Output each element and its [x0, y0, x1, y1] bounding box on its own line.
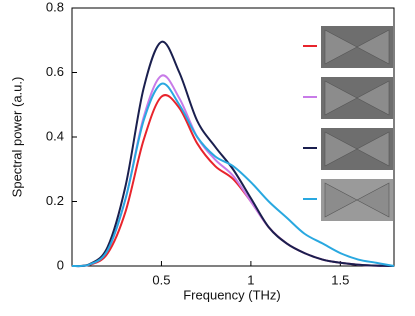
antenna-shape — [324, 131, 390, 167]
x-tick-label: 0.5 — [152, 272, 170, 287]
y-tick-label: 0.8 — [46, 0, 64, 14]
x-tick-label: 1.5 — [331, 272, 349, 287]
antenna-shape — [324, 182, 390, 218]
y-tick-label: 0.2 — [46, 193, 64, 208]
y-tick-label: 0.6 — [46, 64, 64, 79]
antenna-shape — [324, 29, 390, 65]
x-axis-label: Frequency (THz) — [183, 287, 281, 302]
antenna-shape — [324, 80, 390, 116]
y-tick-label: 0.4 — [46, 128, 64, 143]
y-tick-label: 0 — [57, 257, 64, 272]
x-tick-label: 1 — [247, 272, 254, 287]
series-line — [71, 40, 395, 268]
y-axis-label: Spectral power (a.u.) — [9, 77, 24, 198]
series-line — [71, 82, 395, 268]
